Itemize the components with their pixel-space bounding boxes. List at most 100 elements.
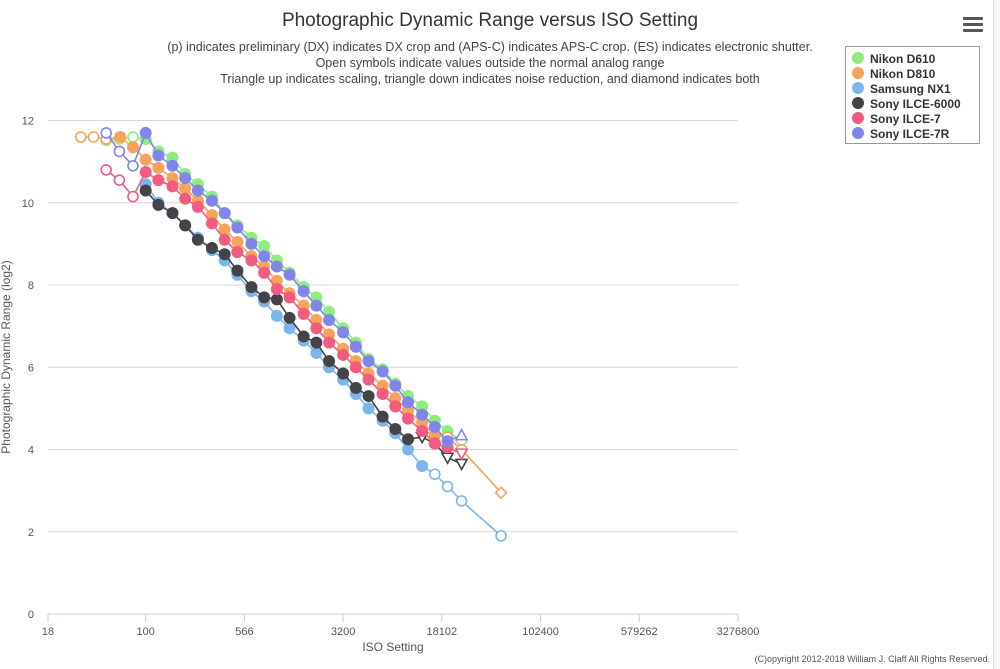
- data-point: [205, 209, 218, 222]
- x-tick-label: 579262: [621, 626, 658, 638]
- data-point: [166, 172, 179, 185]
- data-point: [152, 174, 165, 187]
- data-point: [283, 268, 296, 281]
- x-tick-label: 18: [42, 626, 54, 638]
- data-point: [191, 184, 204, 197]
- data-point: [402, 404, 415, 417]
- legend-item-sony-ilce-7r[interactable]: Sony ILCE-7R: [852, 127, 949, 141]
- scrollbar[interactable]: [993, 0, 1000, 669]
- hamburger-menu-icon[interactable]: [960, 14, 986, 36]
- x-tick-label: 3276800: [717, 626, 760, 638]
- data-point: [270, 293, 283, 306]
- data-point: [126, 141, 139, 154]
- data-point: [495, 530, 507, 542]
- data-point: [166, 151, 179, 164]
- legend-item-samsung-nx1[interactable]: Samsung NX1: [852, 82, 951, 96]
- legend-marker: [852, 67, 864, 79]
- legend-marker: [852, 52, 864, 64]
- data-point: [310, 346, 323, 359]
- data-point: [270, 260, 283, 273]
- data-point: [362, 402, 375, 415]
- data-point: [218, 233, 231, 246]
- y-tick-label: 12: [22, 116, 34, 128]
- x-tick-label: 3200: [331, 626, 355, 638]
- legend-label: Nikon D610: [870, 52, 936, 66]
- data-point: [205, 242, 218, 255]
- data-point: [455, 495, 468, 507]
- legend-label: Sony ILCE-7R: [870, 127, 950, 141]
- data-point: [402, 396, 415, 409]
- data-point: [283, 291, 296, 304]
- legend-label: Sony ILCE-7: [870, 112, 941, 126]
- data-point: [100, 164, 113, 176]
- data-point: [323, 305, 336, 318]
- x-tick-label: 18102: [427, 626, 458, 638]
- data-point: [310, 322, 323, 335]
- data-point: [127, 131, 139, 143]
- x-tick-label: 566: [235, 626, 253, 638]
- data-point: [114, 131, 127, 144]
- data-point: [283, 322, 296, 335]
- data-point: [270, 309, 283, 322]
- data-point: [139, 126, 152, 139]
- data-point: [218, 223, 231, 236]
- data-point: [362, 390, 375, 403]
- legend-item-sony-ilce-6000[interactable]: Sony ILCE-6000: [852, 97, 961, 111]
- data-point: [428, 437, 441, 450]
- triangle-down-marker: [454, 448, 469, 461]
- data-point: [389, 379, 402, 392]
- chart-legend: Nikon D610 Nikon D810 Samsung NX1 Sony I…: [845, 46, 980, 144]
- series-line: [106, 136, 463, 442]
- data-point: [205, 194, 218, 207]
- data-point: [179, 219, 192, 232]
- y-tick-label: 8: [28, 280, 34, 292]
- data-point: [349, 381, 362, 394]
- data-point: [441, 480, 454, 493]
- data-point: [231, 235, 244, 248]
- legend-label: Nikon D810: [870, 67, 936, 81]
- data-point: [127, 190, 139, 203]
- data-point: [166, 180, 179, 193]
- data-point: [337, 326, 350, 339]
- subtitle-line-2: Open symbols indicate values outside the…: [315, 56, 665, 70]
- data-point: [337, 367, 350, 380]
- data-point: [323, 336, 336, 349]
- subtitle-line-1: (p) indicates preliminary (DX) indicates…: [167, 40, 813, 54]
- legend-marker: [852, 127, 864, 139]
- data-point: [337, 348, 350, 361]
- legend-item-nikon-d810[interactable]: Nikon D810: [852, 67, 935, 81]
- diamond-marker: [494, 486, 508, 500]
- chart-title: Photographic Dynamic Range versus ISO Se…: [281, 10, 699, 31]
- data-point: [127, 159, 139, 172]
- data-point: [245, 237, 258, 250]
- data-point: [389, 422, 402, 435]
- data-point: [166, 159, 179, 172]
- series-line: [105, 131, 462, 443]
- data-point: [231, 264, 244, 277]
- legend-item-sony-ilce-7[interactable]: Sony ILCE-7: [852, 112, 941, 126]
- triangle-up-marker: [454, 427, 469, 441]
- copyright: (C)opyright 2012-2018 William J. Claff A…: [754, 654, 990, 664]
- data-point: [297, 285, 310, 298]
- legend-marker: [852, 112, 864, 124]
- data-point: [416, 425, 429, 438]
- series-line: [145, 189, 462, 465]
- data-point: [139, 165, 152, 178]
- data-point: [310, 336, 323, 349]
- triangle-down-marker: [440, 452, 455, 465]
- data-point: [428, 420, 441, 433]
- data-point: [310, 299, 323, 312]
- data-point: [258, 291, 271, 304]
- legend-item-nikon-d610[interactable]: Nikon D610: [852, 52, 935, 66]
- data-point: [441, 435, 454, 448]
- y-tick-label: 2: [28, 527, 34, 539]
- data-point: [270, 283, 283, 296]
- data-point: [270, 274, 283, 287]
- data-point: [323, 355, 336, 368]
- y-axis-title: Photographic Dynamic Range (log2): [0, 260, 13, 453]
- data-point: [231, 246, 244, 259]
- data-point: [245, 254, 258, 267]
- data-point: [113, 145, 126, 158]
